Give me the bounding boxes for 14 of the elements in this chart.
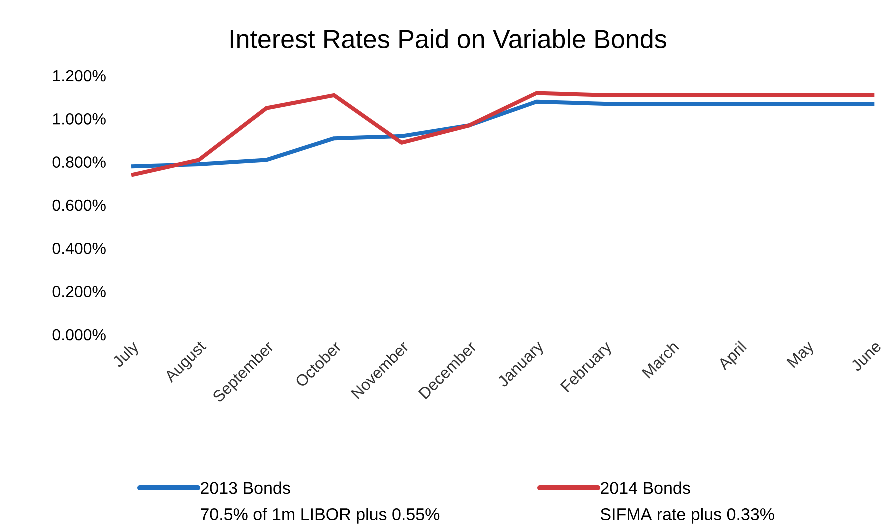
text: SIFMA rate plus 0.33% xyxy=(600,508,774,524)
y-tick-label: 0.000% xyxy=(52,329,106,341)
text: 70.5% of 1m LIBOR plus 0.55% xyxy=(201,508,440,524)
y-tick-label: 1.000% xyxy=(53,113,106,125)
y-tick-label: 1.200% xyxy=(53,70,106,82)
x-tick-label: May xyxy=(786,342,814,368)
y-tick-label: 0.600% xyxy=(52,200,106,212)
chart-title: Interest Rates Paid on Variable Bonds xyxy=(230,29,666,49)
legend-label: 2014 Bonds xyxy=(601,482,690,494)
y-tick-label: 0.200% xyxy=(52,286,106,298)
x-tick-label: July xyxy=(114,342,138,367)
y-tick-label: 0.800% xyxy=(52,156,106,168)
y-tick-label: 0.400% xyxy=(52,242,106,254)
legend-label: 2013 Bonds xyxy=(201,482,290,494)
